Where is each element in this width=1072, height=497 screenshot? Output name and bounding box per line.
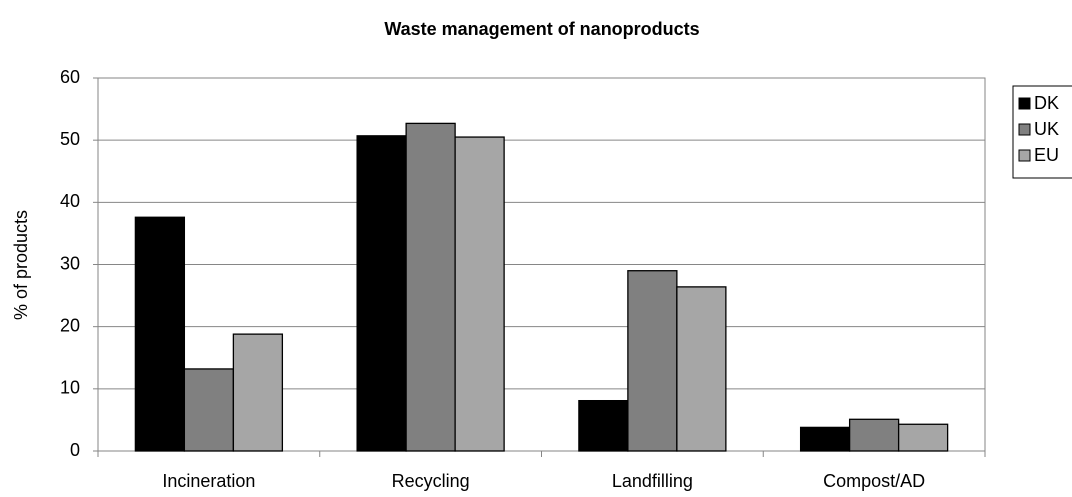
x-tick-label: Landfilling bbox=[612, 471, 693, 491]
bar bbox=[897, 423, 949, 452]
legend-swatch bbox=[1018, 149, 1031, 162]
legend-label: UK bbox=[1034, 119, 1059, 139]
bar bbox=[627, 270, 678, 452]
x-tick-label: Incineration bbox=[162, 471, 255, 491]
bar bbox=[134, 216, 186, 452]
bar bbox=[578, 399, 629, 452]
bar bbox=[676, 286, 727, 452]
chart-title: Waste management of nanoproducts bbox=[384, 19, 699, 39]
x-tick-label: Compost/AD bbox=[823, 471, 925, 491]
legend-swatch bbox=[1018, 123, 1031, 136]
legend-swatch bbox=[1018, 97, 1031, 110]
y-tick-label: 60 bbox=[60, 67, 80, 87]
bar bbox=[356, 135, 407, 452]
y-axis-label: % of products bbox=[11, 210, 31, 320]
bar bbox=[232, 333, 284, 452]
y-tick-label: 10 bbox=[60, 378, 80, 398]
legend-label: DK bbox=[1034, 93, 1059, 113]
x-tick-label: Recycling bbox=[392, 471, 470, 491]
y-tick-label: 20 bbox=[60, 315, 80, 335]
bar bbox=[799, 426, 851, 452]
y-tick-label: 30 bbox=[60, 253, 80, 273]
bar bbox=[405, 122, 456, 452]
bar bbox=[183, 368, 235, 452]
y-tick-label: 50 bbox=[60, 129, 80, 149]
bar bbox=[848, 418, 900, 452]
bar bbox=[454, 136, 505, 452]
y-tick-label: 0 bbox=[70, 440, 80, 460]
legend-label: EU bbox=[1034, 145, 1059, 165]
y-tick-label: 40 bbox=[60, 191, 80, 211]
